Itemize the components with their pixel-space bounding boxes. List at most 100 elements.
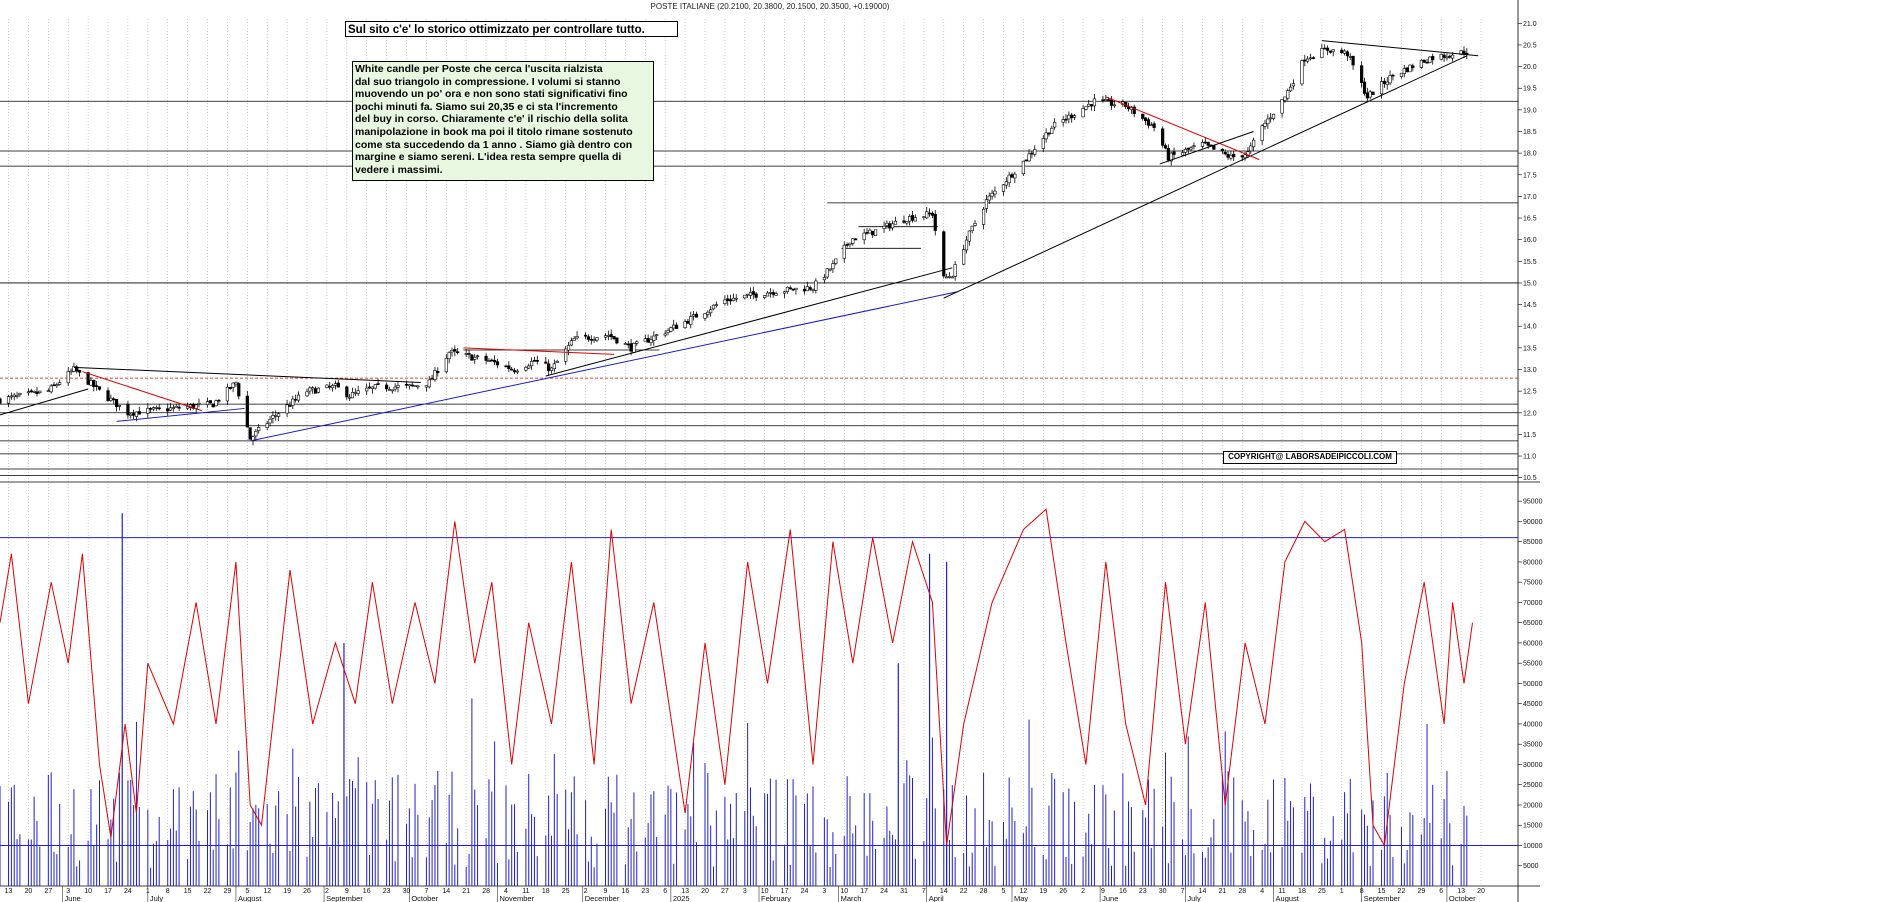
candle-body <box>1388 75 1392 84</box>
volume-tick-label: 80000 <box>1523 559 1543 566</box>
candle-body <box>433 370 437 380</box>
candle-body <box>947 276 952 278</box>
candle-body <box>1252 139 1256 148</box>
x-tick-label: 17 <box>104 888 112 895</box>
candle-body <box>848 242 852 245</box>
trendline-red <box>1105 96 1260 161</box>
candle-body <box>126 403 130 416</box>
price-tick-label: 10.5 <box>1523 475 1537 482</box>
volume-tick-label: 75000 <box>1523 580 1543 587</box>
price-tick-label: 16.0 <box>1523 237 1537 244</box>
note-line: come sta succedendo da 1 anno . Siamo gi… <box>355 138 633 151</box>
x-tick-label: 23 <box>383 888 391 895</box>
candle-body <box>905 221 909 224</box>
x-tick-label: 28 <box>482 888 490 895</box>
candle-body <box>1348 56 1352 58</box>
candle-body <box>825 268 829 278</box>
candle-body <box>586 336 591 340</box>
candle-body <box>467 353 471 355</box>
candle-body <box>1109 99 1114 106</box>
candle-body <box>933 213 937 231</box>
x-tick-label: 3 <box>743 888 747 895</box>
candle-body <box>66 371 70 384</box>
candle-body <box>345 386 349 398</box>
price-tick-label: 18.0 <box>1523 151 1537 158</box>
x-tick-label: 21 <box>1218 888 1226 895</box>
candle-body <box>1149 124 1153 127</box>
candle-body <box>674 324 679 329</box>
candle-body <box>1351 55 1355 66</box>
candle-body <box>291 398 295 406</box>
candle-body <box>1288 86 1293 92</box>
volume-tick-label: 50000 <box>1523 681 1543 688</box>
note-line: pochi minuti fa. Siamo sui 20,35 e ci st… <box>355 100 618 113</box>
candle-body <box>831 263 835 270</box>
volume-tick-label: 5000 <box>1523 863 1539 870</box>
x-tick-label: 10 <box>761 888 769 895</box>
candle-body <box>666 330 670 333</box>
volume-tick-label: 40000 <box>1523 721 1543 728</box>
candle-body <box>583 334 588 337</box>
candle-body <box>808 287 812 290</box>
candle-body <box>1132 106 1136 114</box>
candle-body <box>507 365 511 370</box>
candle-body <box>1166 148 1170 161</box>
candle-body <box>891 223 895 229</box>
candle-body <box>1070 114 1074 119</box>
x-tick-label: 3 <box>822 888 826 895</box>
month-label: February <box>761 894 791 902</box>
candle-body <box>32 391 36 393</box>
candle-body <box>981 208 986 225</box>
candle-body <box>1126 106 1131 110</box>
candle-body <box>86 372 90 385</box>
candle-body <box>296 394 301 401</box>
candle-body <box>404 383 409 386</box>
candle-body <box>1229 154 1233 159</box>
month-label: July <box>150 894 164 902</box>
candle-body <box>635 341 639 344</box>
candle-body <box>612 336 616 340</box>
candle-body <box>1027 153 1031 162</box>
candle-body <box>1010 174 1014 178</box>
candle-body <box>313 388 318 394</box>
candle-body <box>1186 147 1190 150</box>
x-tick-label: 21 <box>462 888 470 895</box>
candle-body <box>748 292 753 296</box>
candle-body <box>348 396 352 399</box>
x-tick-label: 4 <box>1260 888 1264 895</box>
candle-body <box>626 343 630 346</box>
candle-body <box>1144 117 1148 121</box>
candle-body <box>1331 49 1335 52</box>
candle-body <box>214 400 218 407</box>
x-tick-label: 11 <box>1278 888 1285 895</box>
candle-body <box>692 314 696 317</box>
x-tick-label: 29 <box>1417 888 1425 895</box>
candle-body <box>487 360 491 363</box>
x-tick-label: 2 <box>1081 888 1085 895</box>
volume-tick-label: 65000 <box>1523 620 1543 627</box>
candle-body <box>15 395 19 397</box>
chart-title: POSTE ITALIANE (20.2100, 20.3800, 20.150… <box>650 2 890 11</box>
candle-body <box>930 212 935 216</box>
candle-body <box>473 356 477 360</box>
candle-body <box>552 363 556 370</box>
candle-body <box>1161 128 1165 146</box>
candle-body <box>137 411 141 415</box>
candle-body <box>768 292 772 294</box>
candle-body <box>549 367 554 371</box>
candle-body <box>828 268 832 271</box>
candle-body <box>484 355 488 361</box>
candle-body <box>225 386 230 402</box>
copyright-label: COPYRIGHT@ LABORSADEIPICCOLI.COM <box>1223 451 1397 464</box>
candle-body <box>771 292 775 295</box>
candle-body <box>1306 58 1310 62</box>
candle-body <box>544 361 548 364</box>
candle-body <box>265 423 269 428</box>
candle-body <box>524 367 528 371</box>
candle-body <box>652 335 656 341</box>
candle-body <box>129 413 133 416</box>
candle-body <box>1379 81 1384 95</box>
candle-body <box>672 324 676 329</box>
candle-body <box>532 360 537 362</box>
